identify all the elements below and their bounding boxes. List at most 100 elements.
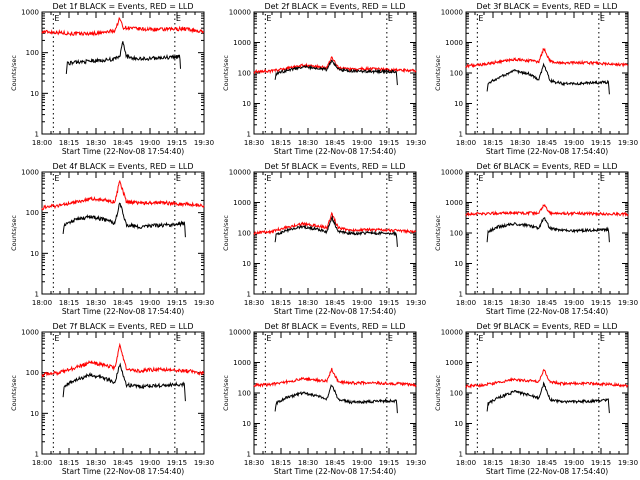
x-tick-label: 18:00 — [32, 139, 52, 147]
panel-6: Det 6f BLACK = Events, RED = LLD 1 10 100 10… — [434, 162, 638, 316]
panel-title: Det 8f BLACK = Events, RED = LLD — [264, 322, 405, 331]
panel-8: Det 8f BLACK = Events, RED = LLD 1 10 100 10… — [222, 322, 426, 476]
y-axis-label: Counts/sec — [10, 375, 18, 411]
series-red — [465, 47, 629, 69]
marker-label: E — [600, 14, 605, 23]
panel-title: Det 7f BLACK = Events, RED = LLD — [52, 322, 193, 331]
panel-2: Det 2f BLACK = Events, RED = LLD 1 10 100 10… — [222, 2, 426, 156]
marker-label: E — [176, 14, 181, 23]
x-tick-label: 18:00 — [456, 139, 476, 147]
panel-4: Det 4f BLACK = Events, RED = LLD 1 10 100 10… — [10, 162, 214, 316]
marker-label: E — [600, 334, 605, 343]
panel-5: Det 5f BLACK = Events, RED = LLD 1 10 100 10… — [222, 162, 426, 316]
x-tick-label: 19:30 — [618, 459, 638, 467]
series-black — [274, 384, 398, 414]
x-tick-label: 19:15 — [167, 299, 187, 307]
x-tick-label: 18:15 — [483, 299, 503, 307]
y-tick-label: 10 — [454, 100, 463, 108]
y-tick-label: 100 — [26, 209, 39, 217]
marker-label: E — [478, 334, 483, 343]
y-tick-label: 100 — [238, 70, 251, 78]
series-red — [253, 367, 417, 388]
x-tick-label: 18:30 — [244, 139, 264, 147]
y-tick-label: 1 — [35, 451, 39, 459]
series-red — [41, 342, 205, 378]
y-tick-label: 10000 — [441, 169, 463, 177]
x-tick-label: 19:15 — [591, 459, 611, 467]
x-tick-label: 19:30 — [406, 459, 426, 467]
y-tick-label: 100 — [238, 390, 251, 398]
series-black — [65, 41, 181, 74]
marker-label: E — [388, 174, 393, 183]
y-tick-label: 1 — [247, 451, 251, 459]
x-tick-label: 18:15 — [271, 139, 291, 147]
panel-9: Det 9f BLACK = Events, RED = LLD 1 10 100 10… — [434, 322, 638, 476]
x-tick-label: 18:00 — [456, 459, 476, 467]
y-tick-label: 1000 — [21, 329, 39, 337]
plot-frame — [253, 331, 417, 455]
x-tick-label: 18:00 — [32, 459, 52, 467]
x-tick-label: 18:45 — [113, 139, 133, 147]
x-tick-label: 19:00 — [140, 459, 160, 467]
marker-label: E — [478, 174, 483, 183]
marker-label: E — [388, 334, 393, 343]
x-tick-label: 19:15 — [379, 459, 399, 467]
x-axis-label: Start Time (22-Nov-08 17:54:40) — [62, 307, 184, 316]
x-tick-label: 19:30 — [194, 139, 214, 147]
y-axis-label: Counts/sec — [222, 215, 230, 251]
marker-label: E — [176, 174, 181, 183]
marker-label: E — [600, 174, 605, 183]
y-tick-label: 1 — [459, 291, 463, 299]
series-black — [62, 362, 186, 402]
marker-label: E — [266, 14, 271, 23]
y-tick-label: 10 — [242, 420, 251, 428]
series-red — [465, 203, 629, 218]
x-tick-label: 18:00 — [32, 299, 52, 307]
panel-title: Det 4f BLACK = Events, RED = LLD — [52, 162, 193, 171]
x-tick-label: 18:45 — [325, 299, 345, 307]
x-axis-label: Start Time (22-Nov-08 17:54:40) — [274, 307, 396, 316]
x-tick-label: 19:15 — [167, 139, 187, 147]
marker-label: E — [478, 14, 483, 23]
panel-title: Det 9f BLACK = Events, RED = LLD — [476, 322, 617, 331]
x-tick-label: 19:00 — [140, 299, 160, 307]
y-tick-label: 1000 — [21, 169, 39, 177]
y-tick-label: 10 — [242, 100, 251, 108]
panel-3: Det 3f BLACK = Events, RED = LLD 1 10 100 10… — [434, 2, 638, 156]
x-tick-label: 18:45 — [113, 299, 133, 307]
x-tick-label: 19:30 — [194, 459, 214, 467]
x-tick-label: 18:15 — [59, 139, 79, 147]
x-tick-label: 19:15 — [379, 139, 399, 147]
marker-label: E — [388, 14, 393, 23]
x-tick-label: 19:00 — [352, 459, 372, 467]
y-tick-label: 1 — [459, 451, 463, 459]
y-axis-label: Counts/sec — [434, 215, 442, 251]
x-tick-label: 19:30 — [618, 139, 638, 147]
x-axis-label: Start Time (22-Nov-08 17:54:40) — [486, 307, 608, 316]
y-tick-label: 100 — [26, 49, 39, 57]
y-tick-label: 10 — [30, 410, 39, 418]
y-tick-label: 10000 — [229, 9, 251, 17]
y-axis-label: Counts/sec — [222, 375, 230, 411]
x-axis-label: Start Time (22-Nov-08 17:54:40) — [486, 147, 608, 156]
x-tick-label: 18:30 — [298, 459, 318, 467]
x-tick-label: 18:15 — [271, 299, 291, 307]
y-tick-label: 10000 — [441, 9, 463, 17]
series-red — [465, 368, 629, 389]
x-tick-label: 18:30 — [86, 139, 106, 147]
x-tick-label: 19:15 — [591, 299, 611, 307]
series-black — [274, 215, 398, 247]
x-tick-label: 18:30 — [510, 139, 530, 147]
y-tick-label: 1 — [35, 291, 39, 299]
y-axis-label: Counts/sec — [222, 55, 230, 91]
y-axis-label: Counts/sec — [434, 375, 442, 411]
series-red — [41, 179, 205, 211]
series-black — [486, 62, 610, 95]
x-tick-label: 18:45 — [537, 299, 557, 307]
panel-title: Det 6f BLACK = Events, RED = LLD — [476, 162, 617, 171]
x-tick-label: 18:30 — [298, 139, 318, 147]
x-tick-label: 18:30 — [86, 459, 106, 467]
x-tick-label: 18:30 — [244, 459, 264, 467]
series-red — [253, 56, 417, 75]
